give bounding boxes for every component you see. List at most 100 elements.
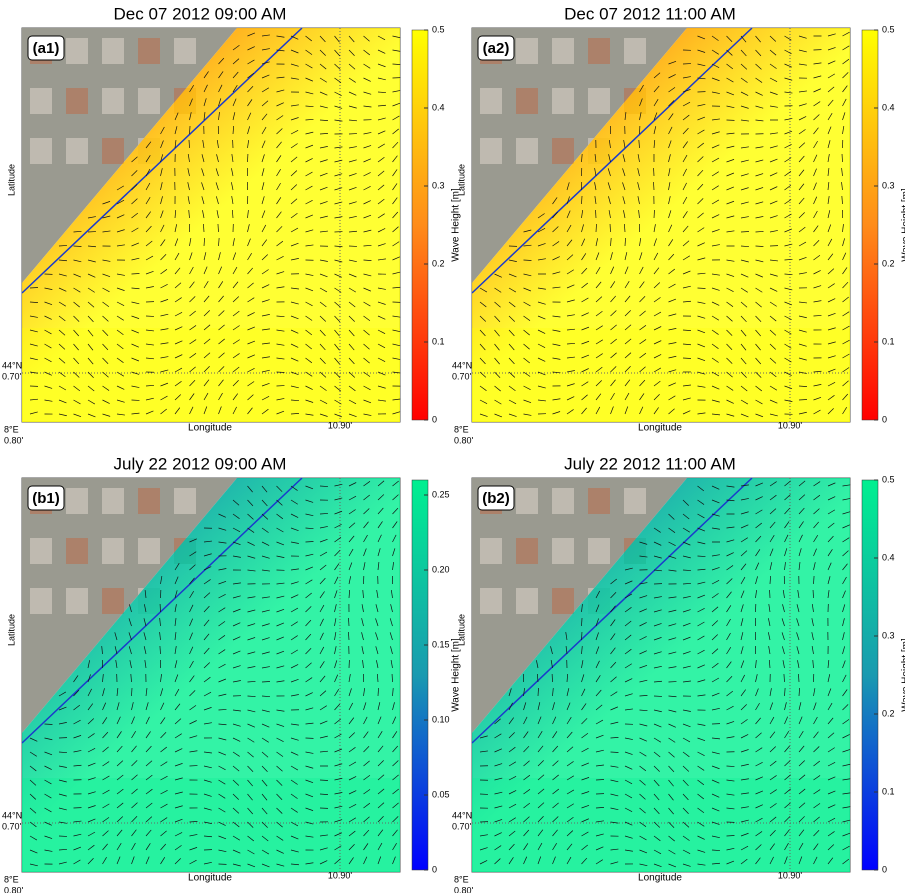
- current-arrow: [842, 590, 846, 599]
- current-arrow: [348, 509, 356, 515]
- current-arrow: [145, 816, 153, 823]
- current-arrow: [769, 77, 778, 83]
- current-arrow: [697, 343, 706, 348]
- current-arrow: [290, 664, 299, 669]
- current-arrow: [610, 779, 619, 783]
- building: [66, 588, 88, 614]
- current-arrow: [377, 702, 381, 711]
- current-arrow: [305, 633, 312, 641]
- current-arrow: [174, 311, 183, 317]
- current-arrow: [552, 731, 558, 739]
- current-arrow: [827, 196, 830, 205]
- current-arrow: [494, 845, 502, 851]
- current-arrow: [290, 835, 299, 840]
- current-arrow: [362, 660, 364, 669]
- current-arrow: [363, 172, 371, 177]
- current-arrow: [290, 49, 299, 54]
- current-arrow: [174, 618, 177, 627]
- current-arrow: [740, 674, 746, 683]
- current-arrow: [305, 229, 314, 233]
- current-arrow: [639, 238, 642, 247]
- current-arrow: [319, 618, 324, 627]
- current-arrow: [44, 807, 52, 813]
- current-arrow: [827, 60, 836, 65]
- current-arrow: [711, 63, 720, 68]
- current-arrow: [827, 368, 836, 373]
- current-arrow: [189, 750, 198, 753]
- current-arrow: [624, 793, 633, 799]
- current-arrow: [377, 49, 386, 54]
- building: [102, 38, 124, 64]
- current-arrow: [711, 862, 720, 865]
- current-arrow: [639, 835, 647, 841]
- current-arrow: [44, 765, 52, 770]
- current-arrow: [798, 241, 807, 247]
- building: [552, 538, 574, 564]
- current-arrow: [508, 259, 517, 262]
- current-arrow: [842, 763, 851, 767]
- current-arrow: [203, 281, 209, 289]
- current-arrow: [697, 649, 705, 655]
- building: [516, 538, 538, 564]
- current-arrow: [740, 689, 746, 697]
- current-arrow: [261, 126, 267, 135]
- current-arrow: [87, 818, 96, 823]
- current-arrow: [144, 604, 147, 613]
- current-arrow: [305, 273, 314, 276]
- current-arrow: [203, 379, 210, 387]
- current-arrow: [189, 564, 196, 571]
- current-arrow: [363, 688, 366, 697]
- current-arrow: [827, 210, 831, 219]
- current-arrow: [639, 555, 648, 558]
- current-arrow: [102, 287, 110, 293]
- current-arrow: [348, 159, 357, 163]
- current-arrow: [160, 775, 168, 781]
- lat-deg: 44°N: [2, 360, 22, 370]
- current-arrow: [247, 59, 255, 65]
- current-arrow: [581, 777, 590, 781]
- current-arrow: [290, 737, 299, 741]
- current-arrow: [842, 632, 845, 641]
- building: [516, 138, 538, 164]
- current-arrow: [784, 91, 793, 94]
- current-arrow: [653, 821, 661, 828]
- current-arrow: [769, 508, 777, 515]
- current-arrow: [508, 702, 513, 711]
- current-arrow: [769, 843, 775, 851]
- building: [588, 488, 610, 514]
- current-arrow: [58, 301, 66, 307]
- current-arrow: [276, 315, 285, 318]
- current-arrow: [827, 154, 830, 163]
- current-arrow: [145, 774, 153, 781]
- current-arrow: [334, 119, 343, 122]
- current-arrow: [392, 128, 399, 135]
- current-arrow: [653, 807, 660, 815]
- current-arrow: [740, 524, 749, 529]
- current-arrow: [247, 723, 255, 728]
- current-arrow: [58, 848, 68, 851]
- building: [624, 38, 646, 64]
- current-arrow: [305, 77, 314, 82]
- current-arrow: [610, 605, 616, 613]
- current-arrow: [784, 774, 791, 781]
- current-arrow: [319, 119, 329, 121]
- current-arrow: [537, 243, 546, 247]
- current-arrow: [639, 751, 647, 757]
- current-arrow: [29, 807, 37, 814]
- current-arrow: [682, 127, 689, 135]
- current-arrow: [711, 648, 719, 655]
- current-arrow: [203, 71, 209, 79]
- current-arrow: [827, 355, 836, 359]
- current-arrow: [740, 315, 747, 323]
- current-arrow: [697, 272, 706, 275]
- current-arrow: [116, 214, 125, 219]
- current-arrow: [334, 483, 343, 487]
- current-arrow: [363, 357, 370, 364]
- current-arrow: [87, 385, 95, 392]
- current-arrow: [160, 803, 168, 809]
- current-arrow: [494, 273, 502, 278]
- current-arrow: [58, 245, 68, 247]
- current-arrow: [389, 618, 393, 627]
- current-arrow: [290, 385, 299, 389]
- current-arrow: [73, 750, 82, 753]
